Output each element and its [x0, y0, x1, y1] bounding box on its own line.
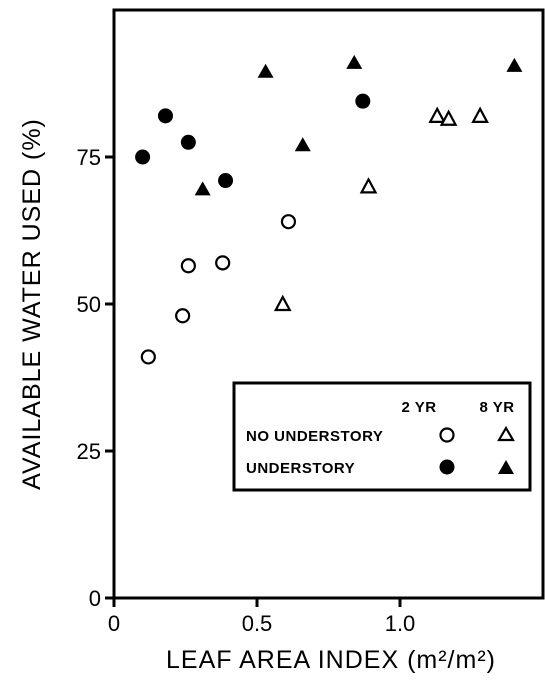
data-point-circle-open: [280, 214, 297, 230]
data-point-circle-filled: [135, 149, 151, 165]
data-point-circle-filled: [218, 173, 234, 189]
data-point-triangle-open: [439, 109, 458, 126]
data-point-triangle-filled: [194, 181, 211, 196]
data-point-triangle-open: [359, 177, 378, 194]
data-point-circle-filled: [157, 108, 173, 124]
data-point-circle-open: [140, 349, 156, 365]
legend-marker-circle-open: [439, 427, 455, 443]
data-point-circle-open: [215, 255, 231, 271]
legend-header-8yr: 8 YR: [479, 399, 514, 416]
x-axis-title: LEAF AREA INDEX (m²/m²): [166, 646, 496, 674]
legend-marker-triangle-open: [497, 425, 515, 442]
legend: 2 YR 8 YR NO UNDERSTORY UNDERSTORY: [232, 381, 532, 492]
data-point-triangle-open: [273, 294, 292, 312]
legend-marker-triangle-filled: [498, 460, 514, 474]
legend-marker-circle-filled: [439, 459, 455, 475]
y-tick-label: 25: [77, 439, 101, 464]
data-point-circle-open: [175, 308, 191, 324]
x-tick-label: 0.5: [242, 611, 273, 636]
y-axis-title: AVAILABLE WATER USED (%): [18, 118, 46, 490]
legend-box: [232, 381, 532, 492]
data-point-circle-open: [180, 258, 196, 274]
data-point-triangle-open: [471, 106, 489, 123]
data-point-circle-filled: [180, 134, 196, 150]
x-tick-label: 0: [108, 611, 120, 636]
y-axis: 0 25 50 75: [77, 145, 114, 611]
y-tick-label: 50: [77, 292, 101, 317]
y-tick-label: 0: [89, 586, 101, 611]
legend-label-no-understory: NO UNDERSTORY: [246, 428, 383, 445]
legend-header-2yr: 2 YR: [401, 399, 436, 416]
legend-label-understory: UNDERSTORY: [246, 460, 355, 477]
data-point-triangle-filled: [346, 54, 363, 69]
data-point-circle-filled: [355, 93, 371, 109]
data-point-triangle-filled: [257, 63, 274, 78]
data-point-triangle-filled: [294, 137, 311, 152]
data-point-triangle-open: [428, 106, 447, 123]
plot-frame: [112, 8, 545, 600]
x-tick-label: 1.0: [385, 611, 416, 636]
y-tick-label: 75: [77, 145, 101, 170]
data-point-triangle-filled: [506, 57, 523, 72]
x-axis: 0 0.5 1.0: [108, 598, 415, 636]
data-points: [135, 54, 523, 365]
